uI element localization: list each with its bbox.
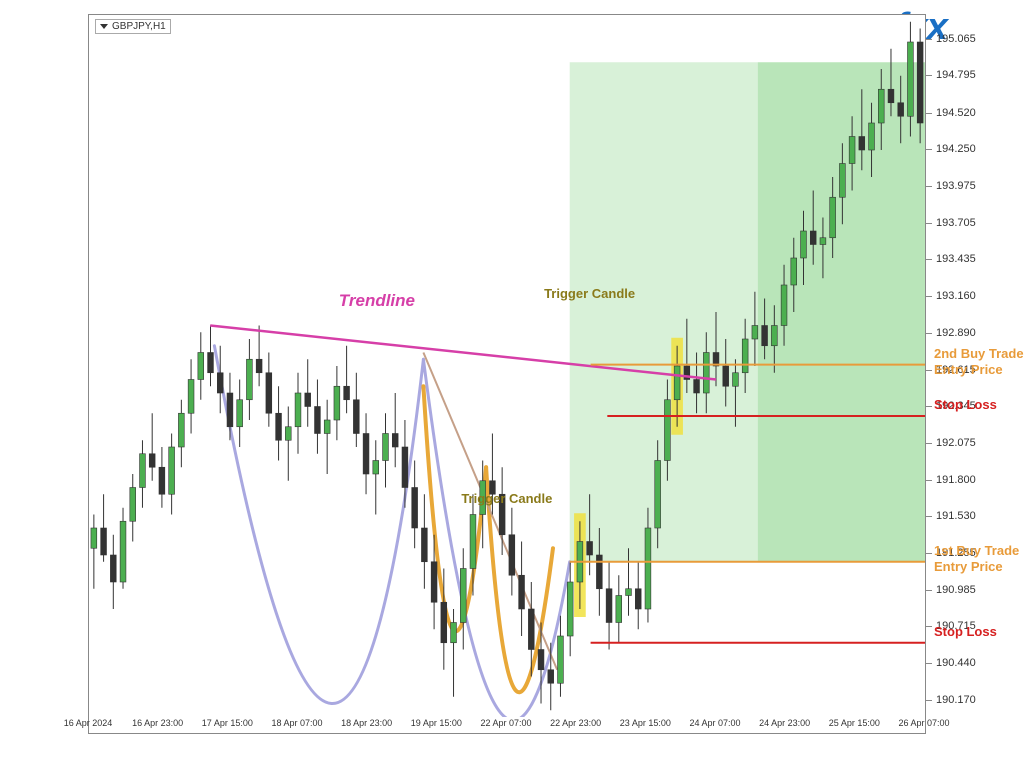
time-axis: 16 Apr 202416 Apr 23:0017 Apr 15:0018 Ap…	[88, 716, 924, 732]
price-tick-label: 195.065	[936, 33, 976, 45]
time-tick-label: 18 Apr 23:00	[341, 718, 392, 728]
time-tick-label: 16 Apr 23:00	[132, 718, 183, 728]
annotation-entry1-label: 1st Buy Trade	[934, 543, 1019, 558]
time-tick-label: 24 Apr 07:00	[689, 718, 740, 728]
time-tick-label: 25 Apr 15:00	[829, 718, 880, 728]
annotation-entry2-sublabel: Entry Price	[934, 362, 1003, 377]
time-tick-label: 23 Apr 15:00	[620, 718, 671, 728]
time-tick-label: 17 Apr 15:00	[202, 718, 253, 728]
price-tick-label: 193.975	[936, 180, 976, 192]
price-tick-label: 194.520	[936, 107, 976, 119]
trendline-label: Trendline	[339, 291, 415, 311]
time-tick-label: 22 Apr 23:00	[550, 718, 601, 728]
time-tick-label: 24 Apr 23:00	[759, 718, 810, 728]
time-tick-label: 26 Apr 07:00	[898, 718, 949, 728]
price-tick-label: 194.795	[936, 69, 976, 81]
candlestick-chart[interactable]	[89, 15, 925, 717]
price-tick-label: 191.530	[936, 510, 976, 522]
time-tick-label: 16 Apr 2024	[64, 718, 113, 728]
annotation-stoploss2-label: Stop Loss	[934, 397, 997, 412]
annotation-entry1-sublabel: Entry Price	[934, 559, 1003, 574]
price-tick-label: 193.160	[936, 290, 976, 302]
annotation-stoploss1-label: Stop Loss	[934, 624, 997, 639]
price-tick-label: 192.890	[936, 327, 976, 339]
price-tick-label: 193.435	[936, 253, 976, 265]
chart-frame: GBPJPY,H1	[88, 14, 926, 734]
price-tick-label: 192.075	[936, 437, 976, 449]
time-tick-label: 22 Apr 07:00	[480, 718, 531, 728]
price-tick-label: 190.170	[936, 694, 976, 706]
price-tick-label: 194.250	[936, 143, 976, 155]
trigger-candle-label-2: Trigger Candle	[544, 286, 635, 301]
trigger-candle-label-1: Trigger Candle	[461, 491, 552, 506]
time-tick-label: 18 Apr 07:00	[271, 718, 322, 728]
price-tick-label: 190.985	[936, 584, 976, 596]
price-tick-label: 190.440	[936, 657, 976, 669]
price-tick-label: 191.800	[936, 474, 976, 486]
annotation-entry2-label: 2nd Buy Trade	[934, 346, 1024, 361]
time-tick-label: 19 Apr 15:00	[411, 718, 462, 728]
price-tick-label: 193.705	[936, 217, 976, 229]
